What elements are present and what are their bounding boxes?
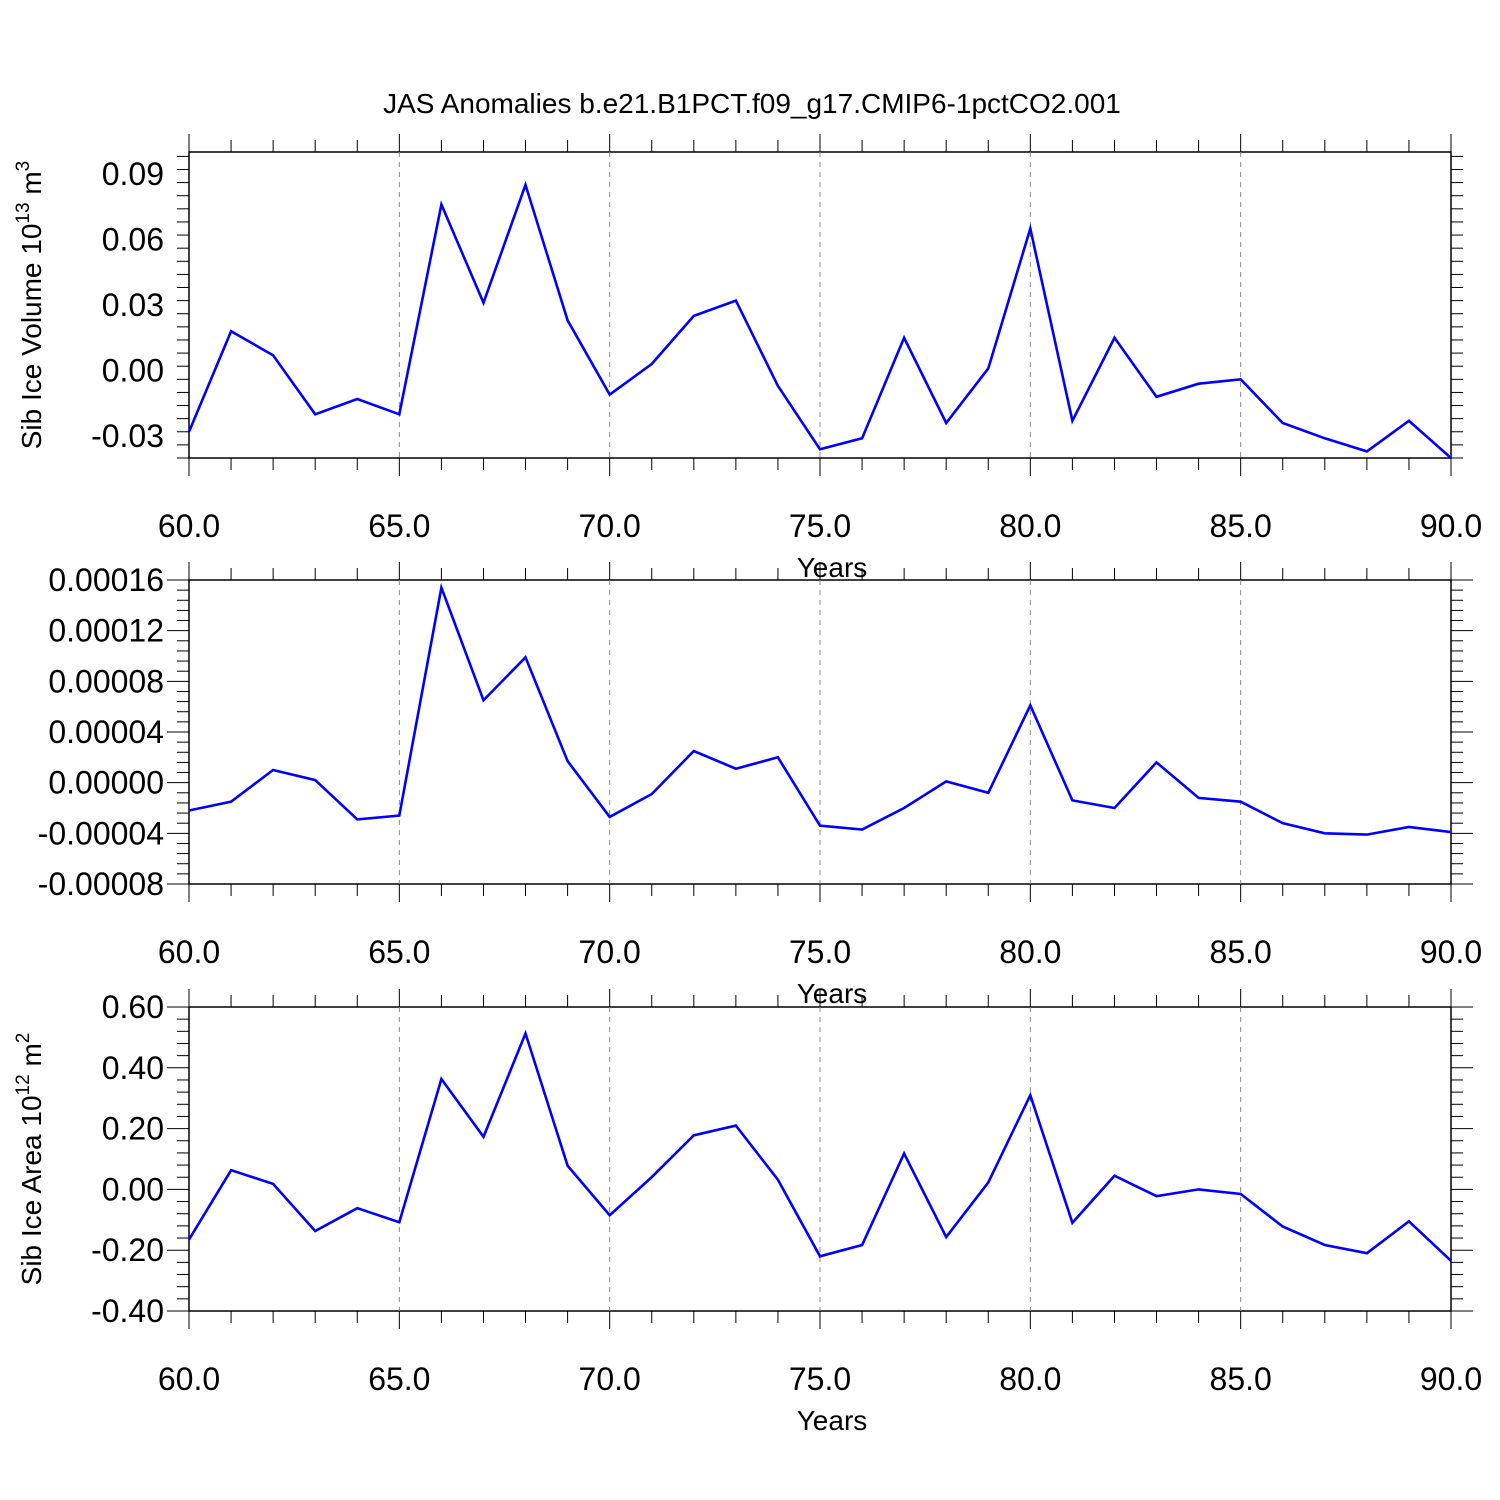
- x-tick-label: 65.0: [368, 934, 430, 970]
- series-line: [188, 582, 1452, 836]
- y-tick-label: -0.00004: [38, 815, 164, 851]
- y-axis-label: Sib Ice Area 1012 m2: [13, 1033, 47, 1286]
- y-tick-label: 0.00016: [48, 562, 164, 598]
- y-tick-label: 0.20: [102, 1111, 164, 1147]
- x-tick-label: 90.0: [1420, 1361, 1482, 1397]
- y-tick-label: -0.40: [91, 1293, 164, 1329]
- y-tick-label: -0.03: [91, 418, 164, 454]
- x-axis-label: Years: [797, 552, 868, 583]
- x-tick-label: 85.0: [1210, 508, 1272, 544]
- x-tick-label: 60.0: [158, 1361, 220, 1397]
- x-axis-label: Years: [797, 978, 868, 1009]
- y-tick-label: 0.00000: [48, 765, 164, 801]
- y-tick-label: 0.06: [102, 221, 164, 257]
- x-tick-label: 80.0: [999, 508, 1061, 544]
- x-tick-label: 65.0: [368, 508, 430, 544]
- x-tick-label: 70.0: [579, 934, 641, 970]
- x-tick-label: 80.0: [999, 1361, 1061, 1397]
- y-tick-label: 0.00: [102, 353, 164, 389]
- x-tick-label: 90.0: [1420, 934, 1482, 970]
- y-tick-label: -0.00008: [38, 866, 164, 902]
- series-line: [187, 1029, 1452, 1262]
- y-tick-label: 0.09: [102, 156, 164, 192]
- x-tick-label: 75.0: [789, 934, 851, 970]
- chart-panel-2: 60.0 65.0 70.0 75.0 80.0 85.0 90.0 Years -0.0000…: [38, 562, 1482, 1009]
- x-tick-label: 60.0: [158, 934, 220, 970]
- x-axis-label: Years: [797, 1405, 868, 1436]
- x-tick-label: 70.0: [579, 1361, 641, 1397]
- y-axis-label: Sib Ice Volume 1013 m3: [13, 161, 47, 450]
- y-tick-label: 0.00: [102, 1171, 164, 1207]
- x-tick-label: 60.0: [158, 508, 220, 544]
- x-tick-label: 85.0: [1210, 1361, 1272, 1397]
- y-tick-label: 0.00008: [48, 663, 164, 699]
- chart-panel-1: 60.0 65.0 70.0 75.0 80.0 85.0 90.0 Years -0.03 0.…: [13, 134, 1482, 583]
- x-tick-label: 85.0: [1210, 934, 1272, 970]
- x-tick-label: 80.0: [999, 934, 1061, 970]
- y-tick-label: 0.60: [102, 989, 164, 1025]
- chart-panel-3: 60.0 65.0 70.0 75.0 80.0 85.0 90.0 Years -0.40 -0…: [13, 989, 1482, 1436]
- y-tick-label: 0.40: [102, 1050, 164, 1086]
- x-tick-label: 75.0: [789, 508, 851, 544]
- series-line: [187, 180, 1452, 459]
- x-tick-label: 90.0: [1420, 508, 1482, 544]
- x-tick-label: 75.0: [789, 1361, 851, 1397]
- y-tick-label: 0.00004: [48, 714, 164, 750]
- x-tick-label: 65.0: [368, 1361, 430, 1397]
- x-tick-label: 70.0: [579, 508, 641, 544]
- figure-title: JAS Anomalies b.e21.B1PCT.f09_g17.CMIP6-…: [383, 88, 1121, 119]
- y-tick-label: 0.03: [102, 287, 164, 323]
- y-tick-label: 0.00012: [48, 613, 164, 649]
- y-tick-label: -0.20: [91, 1232, 164, 1268]
